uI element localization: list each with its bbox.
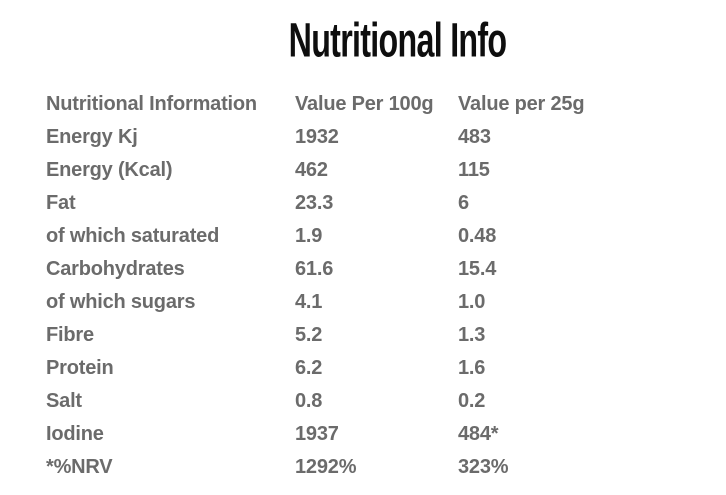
value-per-25g: 1.0 (458, 291, 486, 313)
value-per-100g: 1932 (295, 126, 339, 148)
column-header-nutritional-information: Nutritional Information (46, 93, 257, 115)
value-per-25g: 323% (458, 456, 509, 478)
value-per-100g: 61.6 (295, 258, 334, 280)
value-per-25g: 1.3 (458, 324, 486, 346)
row-label: Fat (46, 192, 76, 214)
value-per-25g: 0.2 (458, 390, 486, 412)
table-row-energy-kj: Energy Kj 1932 483 (46, 121, 706, 154)
column-header-value-per-25g: Value per 25g (458, 93, 585, 115)
table-row-salt: Salt 0.8 0.2 (46, 385, 706, 418)
table-row-sugars: of which sugars 4.1 1.0 (46, 286, 706, 319)
table-row-carbohydrates: Carbohydrates 61.6 15.4 (46, 253, 706, 286)
value-per-100g: 23.3 (295, 192, 334, 214)
value-per-100g: 1292% (295, 456, 357, 478)
column-header-value-per-100g: Value Per 100g (295, 93, 434, 115)
table-row-saturated: of which saturated 1.9 0.48 (46, 220, 706, 253)
value-per-25g: 483 (458, 126, 491, 148)
value-per-25g: 0.48 (458, 225, 497, 247)
value-per-100g: 1.9 (295, 225, 323, 247)
table-row-protein: Protein 6.2 1.6 (46, 352, 706, 385)
value-per-25g: 15.4 (458, 258, 497, 280)
row-label: of which saturated (46, 225, 220, 247)
nutrition-table: Nutritional Information Value Per 100g V… (46, 88, 706, 484)
row-label: Salt (46, 390, 82, 412)
value-per-100g: 462 (295, 159, 328, 181)
table-row-nrv: *%NRV 1292% 323% (46, 451, 706, 484)
row-label: of which sugars (46, 291, 196, 313)
value-per-100g: 0.8 (295, 390, 323, 412)
table-row-fat: Fat 23.3 6 (46, 187, 706, 220)
row-label: Energy Kj (46, 126, 138, 148)
table-row-fibre: Fibre 5.2 1.3 (46, 319, 706, 352)
row-label: Iodine (46, 423, 104, 445)
row-label: Protein (46, 357, 114, 379)
title-bar: Nutritional Info (70, 12, 726, 68)
value-per-25g: 1.6 (458, 357, 486, 379)
value-per-100g: 1937 (295, 423, 339, 445)
value-per-100g: 4.1 (295, 291, 323, 313)
page-title: Nutritional Info (289, 13, 507, 68)
value-per-25g: 6 (458, 192, 469, 214)
row-label: Carbohydrates (46, 258, 185, 280)
table-header-row: Nutritional Information Value Per 100g V… (46, 88, 706, 121)
table-row-iodine: Iodine 1937 484* (46, 418, 706, 451)
value-per-25g: 484* (458, 423, 499, 445)
row-label: Fibre (46, 324, 94, 346)
value-per-100g: 5.2 (295, 324, 323, 346)
value-per-25g: 115 (458, 159, 490, 181)
value-per-100g: 6.2 (295, 357, 323, 379)
row-label: *%NRV (46, 456, 113, 478)
row-label: Energy (Kcal) (46, 159, 173, 181)
table-row-energy-kcal: Energy (Kcal) 462 115 (46, 154, 706, 187)
